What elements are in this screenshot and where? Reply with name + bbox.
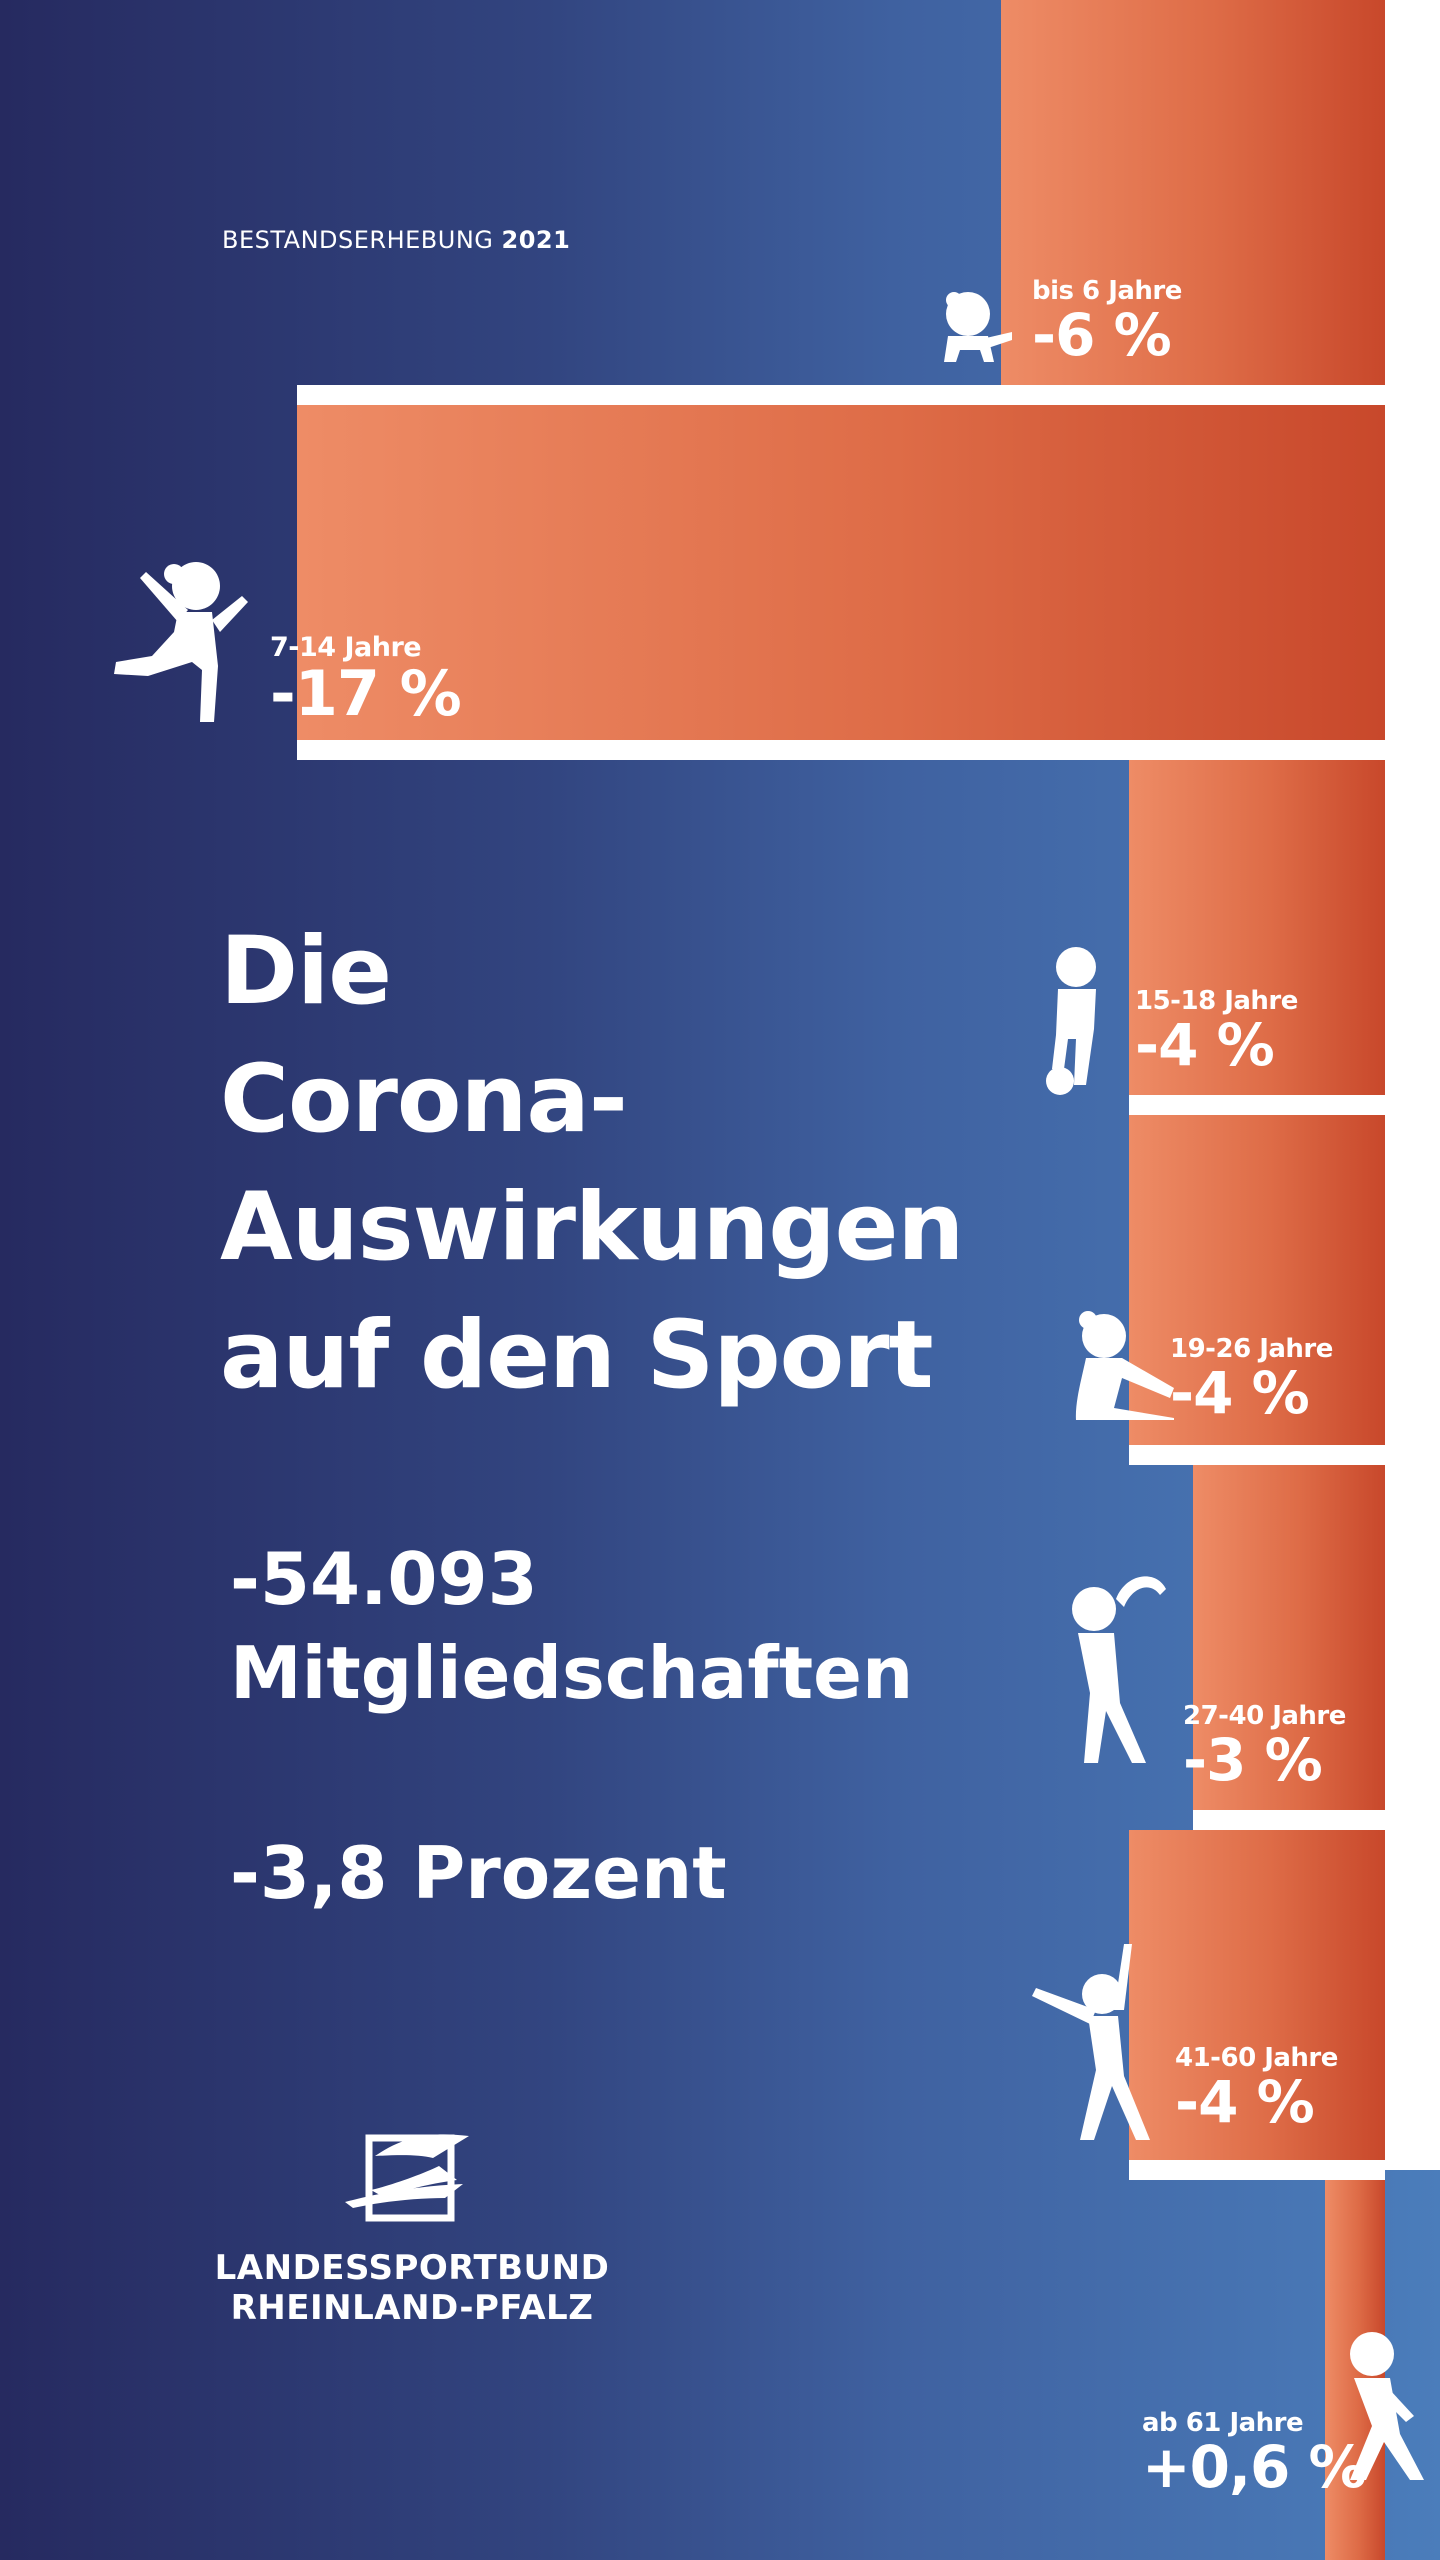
age-group-label: 41-60 Jahre: [1175, 2043, 1338, 2073]
percent-change-label: +0,6 %: [1142, 2433, 1367, 2501]
percent-change-label: -4 %: [1170, 1359, 1310, 1427]
headline-line-4: auf den Sport: [220, 1301, 934, 1410]
logo-line-1: LANDESSPORTBUND: [214, 2248, 610, 2288]
football-kid-icon: [1040, 945, 1112, 1100]
bar-shelf-6: [1129, 2160, 1385, 2180]
right-edge-strip: [1385, 0, 1440, 2170]
membership-change: -54.093 Mitgliedschaften: [230, 1532, 913, 1720]
percent-change: -3,8 Prozent: [230, 1831, 727, 1915]
toddler-icon: [930, 288, 1018, 378]
bar-2: [297, 405, 1385, 740]
survey-label-text: BESTANDSERHEBUNG: [222, 226, 494, 254]
percent-change-label: -17 %: [270, 657, 462, 730]
bar-label-7: ab 61 Jahre +0,6 %: [1142, 2408, 1367, 2501]
stretching-girl-icon: [1056, 1310, 1182, 1420]
bar-shelf-3: [1129, 1095, 1385, 1115]
membership-change-value: -54.093: [230, 1537, 538, 1621]
age-group-label: bis 6 Jahre: [1032, 276, 1182, 306]
percent-change-label: -6 %: [1032, 301, 1172, 369]
percent-change-label: -3 %: [1183, 1726, 1323, 1794]
bar-label-4: 19-26 Jahre -4 %: [1170, 1336, 1333, 1422]
bar-label-3: 15-18 Jahre -4 %: [1135, 988, 1298, 1074]
bar-shelf-2: [297, 740, 1385, 760]
age-group-label: 15-18 Jahre: [1135, 986, 1298, 1016]
bar-label-1: bis 6 Jahre -6 %: [1032, 278, 1182, 364]
bar-label-6: 41-60 Jahre -4 %: [1175, 2045, 1338, 2131]
bar-label-5: 27-40 Jahre -3 %: [1183, 1703, 1346, 1789]
bar-5: [1193, 1465, 1385, 1810]
survey-label: BESTANDSERHEBUNG 2021: [222, 226, 570, 254]
bar-label-2: 7-14 Jahre -17 %: [270, 632, 462, 730]
age-group-label: 19-26 Jahre: [1170, 1334, 1333, 1364]
headline-line-1: Die: [220, 917, 392, 1026]
bar-3: [1129, 760, 1385, 1095]
logo-text: LANDESSPORTBUND RHEINLAND-PFALZ: [212, 2248, 612, 2328]
percent-change-label: -4 %: [1135, 1011, 1275, 1079]
gymnast-woman-icon: [1050, 1575, 1170, 1770]
percent-change-label: -4 %: [1175, 2068, 1315, 2136]
landessportbund-logo-icon: [345, 2128, 475, 2228]
age-group-label: 27-40 Jahre: [1183, 1701, 1346, 1731]
senior-walker-icon: [1320, 2330, 1428, 2480]
headline: Die Corona- Auswirkungen auf den Sport: [220, 908, 980, 1420]
bar-6: [1129, 1830, 1385, 2160]
age-group-label: ab 61 Jahre: [1142, 2408, 1304, 2438]
jumping-child-icon: [112, 560, 252, 730]
bar-1: [1001, 0, 1385, 385]
membership-change-label: Mitgliedschaften: [230, 1631, 914, 1715]
bar-shelf-4: [1129, 1445, 1385, 1465]
survey-year: 2021: [501, 226, 571, 254]
headline-line-3: Auswirkungen: [220, 1173, 964, 1282]
bar-shelf-1: [297, 385, 1385, 405]
age-group-label: 7-14 Jahre: [270, 632, 422, 663]
stretching-woman-icon: [1030, 1940, 1154, 2145]
bar-shelf-5: [1193, 1810, 1385, 1830]
logo-line-2: RHEINLAND-PFALZ: [230, 2288, 594, 2328]
headline-line-2: Corona-: [220, 1045, 628, 1154]
